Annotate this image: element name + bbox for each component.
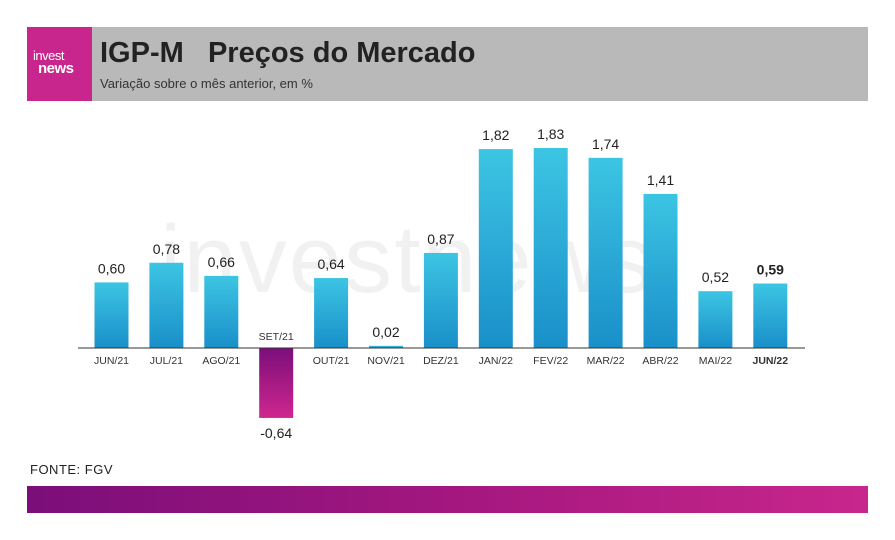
value-label: 0,02 <box>372 324 399 340</box>
category-label: FEV/22 <box>533 355 568 367</box>
category-label: OUT/21 <box>313 355 350 367</box>
bar-fev-22 <box>533 148 568 348</box>
bar-abr-22 <box>643 193 678 348</box>
bar-mai-22 <box>698 291 733 348</box>
logo-text-invest: invest <box>33 48 64 63</box>
investnews-logo: invest news <box>27 27 92 101</box>
bar-set-21 <box>259 348 294 418</box>
value-label: 1,82 <box>482 127 509 143</box>
bar-jul-21 <box>149 262 184 348</box>
bar-jan-22 <box>478 149 513 348</box>
value-label: 0,87 <box>427 231 454 247</box>
category-label: JAN/22 <box>479 355 514 367</box>
category-label: JUL/21 <box>150 355 183 367</box>
category-label: NOV/21 <box>367 355 405 367</box>
bar-ago-21 <box>204 275 239 348</box>
bar-dez-21 <box>423 252 458 348</box>
category-label: SET/21 <box>259 331 294 343</box>
category-label: DEZ/21 <box>423 355 459 367</box>
bar-jun-21 <box>94 282 129 348</box>
value-label: 1,83 <box>537 126 564 142</box>
category-label: MAR/22 <box>587 355 625 367</box>
category-label: ABR/22 <box>642 355 678 367</box>
value-label: 1,74 <box>592 136 619 152</box>
value-label: -0,64 <box>260 425 292 441</box>
page-subtitle: Variação sobre o mês anterior, em % <box>100 76 313 91</box>
bar-chart: 0,60 JUN/21 0,78 JUL/21 0,66 AGO/21 -0,64 SET/2… <box>78 126 805 441</box>
category-label: AGO/21 <box>202 355 240 367</box>
value-label: 0,66 <box>208 254 235 270</box>
value-label: 1,41 <box>647 172 674 188</box>
bar-mar-22 <box>588 157 623 348</box>
category-label: MAI/22 <box>699 355 732 367</box>
value-label: 0,60 <box>98 260 125 276</box>
value-label: 0,52 <box>702 269 729 285</box>
category-label: JUN/22 <box>752 355 788 367</box>
logo-text-news: news <box>38 60 74 77</box>
category-label: JUN/21 <box>94 355 129 367</box>
bar-nov-21 <box>369 345 403 348</box>
value-label: 0,59 <box>757 262 784 278</box>
source-note: FONTE: FGV <box>30 462 113 477</box>
bar-jun-22 <box>753 283 788 348</box>
footer-bar <box>27 486 868 513</box>
page-title: IGP-M Preços do Mercado <box>100 37 476 69</box>
watermark: investnews <box>160 206 655 313</box>
value-label: 0,78 <box>153 241 180 257</box>
header-banner: invest news IGP-M Preços do Mercado Vari… <box>27 27 868 101</box>
value-label: 0,64 <box>317 256 344 272</box>
bar-out-21 <box>314 278 349 348</box>
